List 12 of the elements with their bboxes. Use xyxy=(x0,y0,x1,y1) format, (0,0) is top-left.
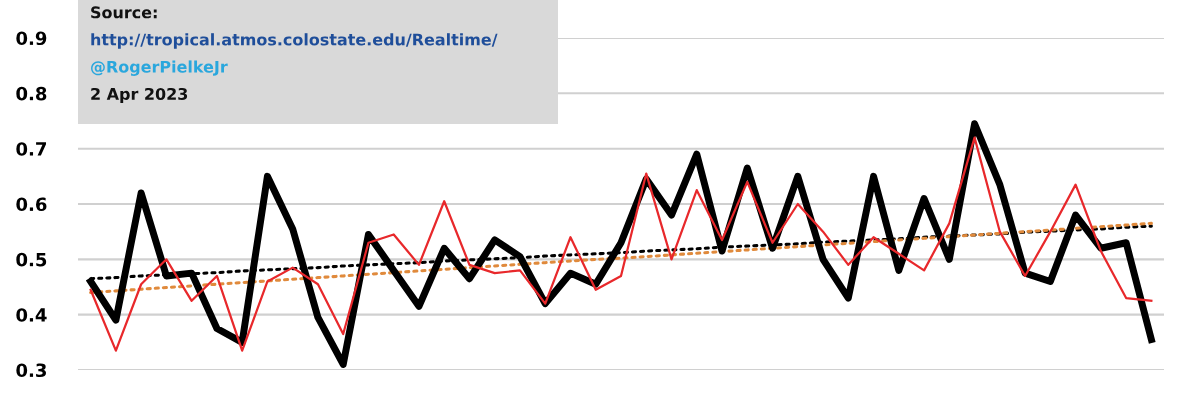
source-note: Source: xyxy=(91,6,157,19)
y-tick-label: 0.9 xyxy=(16,31,47,46)
y-tick-label: 0.6 xyxy=(16,197,47,212)
line-series xyxy=(89,221,1153,295)
y-tick-label: 0.4 xyxy=(16,308,47,322)
y-tick-label: 0.5 xyxy=(16,252,47,267)
y-tick-label: 0.8 xyxy=(16,86,47,101)
y-tick-label: 0.7 xyxy=(16,142,47,156)
annotation: 2 Apr 2023 xyxy=(91,87,188,104)
annotation: @RogerPielkeJr xyxy=(91,60,228,76)
annotation: http://tropical.atmos.colostate.edu/Realtime/ xyxy=(91,33,498,49)
y-tick-label: 0.3 xyxy=(16,363,47,378)
